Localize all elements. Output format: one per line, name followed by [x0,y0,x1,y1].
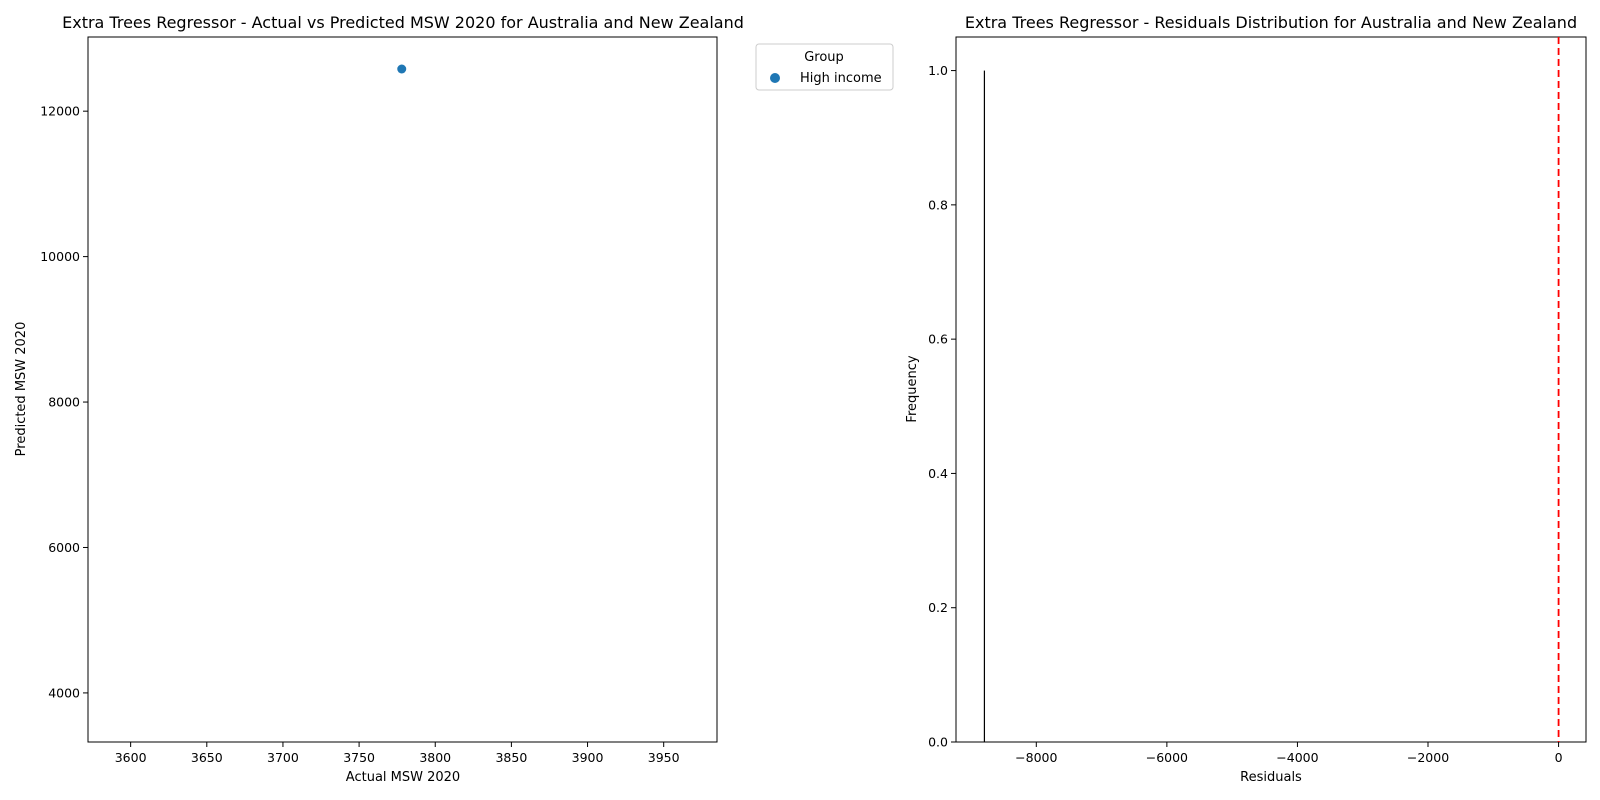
residuals-y-tick-label: 0.4 [928,466,948,481]
scatter-chart-title: Extra Trees Regressor - Actual vs Predic… [62,13,744,32]
scatter-y-tick-label: 8000 [48,395,80,410]
scatter-x-tick-label: 3950 [648,750,680,765]
residuals-y-axis-label: Frequency [905,355,920,422]
residuals-x-tick-label: −6000 [1146,750,1188,765]
scatter-x-tick-label: 3750 [343,750,375,765]
scatter-y-tick-label: 10000 [40,249,80,264]
scatter-y-tick-label: 6000 [48,540,80,555]
legend-title: Group [804,50,844,65]
residuals-bars [983,70,986,743]
residuals-x-tick-label: −8000 [1015,750,1057,765]
residuals-x-axis-label: Residuals [1240,770,1302,785]
scatter-x-ticks: 3600 3650 3700 3750 3800 3850 3900 3950 [115,742,680,765]
scatter-x-tick-label: 3650 [191,750,223,765]
residuals-x-ticks: −8000 −6000 −4000 −2000 0 [1015,742,1563,765]
scatter-x-axis-label: Actual MSW 2020 [346,770,460,785]
scatter-y-axis-label: Predicted MSW 2020 [14,322,29,457]
scatter-point [397,64,407,74]
scatter-points [397,64,407,74]
scatter-y-tick-label: 12000 [40,104,80,119]
legend-entry-high-income: High income [800,71,882,86]
scatter-y-tick-label: 4000 [48,685,80,700]
scatter-x-tick-label: 3900 [572,750,604,765]
residuals-y-ticks: 0.0 0.2 0.4 0.6 0.8 1.0 [928,63,956,750]
scatter-x-tick-label: 3850 [495,750,527,765]
residuals-chart-title: Extra Trees Regressor - Residuals Distri… [965,13,1577,32]
residuals-y-tick-label: 0.8 [928,197,948,212]
legend: Group High income [755,43,894,91]
residuals-plot-area [955,36,1587,743]
residuals-y-tick-label: 0.0 [928,735,948,750]
scatter-plot-area [87,36,718,743]
residuals-y-tick-label: 0.6 [928,332,948,347]
scatter-x-tick-label: 3700 [267,750,299,765]
scatter-x-tick-label: 3800 [419,750,451,765]
residuals-x-tick-label: 0 [1555,750,1563,765]
residuals-x-tick-label: −2000 [1407,750,1449,765]
residuals-y-tick-label: 1.0 [928,63,948,78]
scatter-x-tick-label: 3600 [115,750,147,765]
scatter-chart: Extra Trees Regressor - Actual vs Predic… [14,13,894,785]
scatter-y-ticks: 4000 6000 8000 10000 12000 [40,104,88,700]
legend-box [755,43,894,91]
residuals-chart: Extra Trees Regressor - Residuals Distri… [905,13,1587,785]
residuals-x-tick-label: −4000 [1276,750,1318,765]
legend-marker-high-income [770,73,780,83]
residuals-y-tick-label: 0.2 [928,600,948,615]
residual-bar [983,70,986,743]
